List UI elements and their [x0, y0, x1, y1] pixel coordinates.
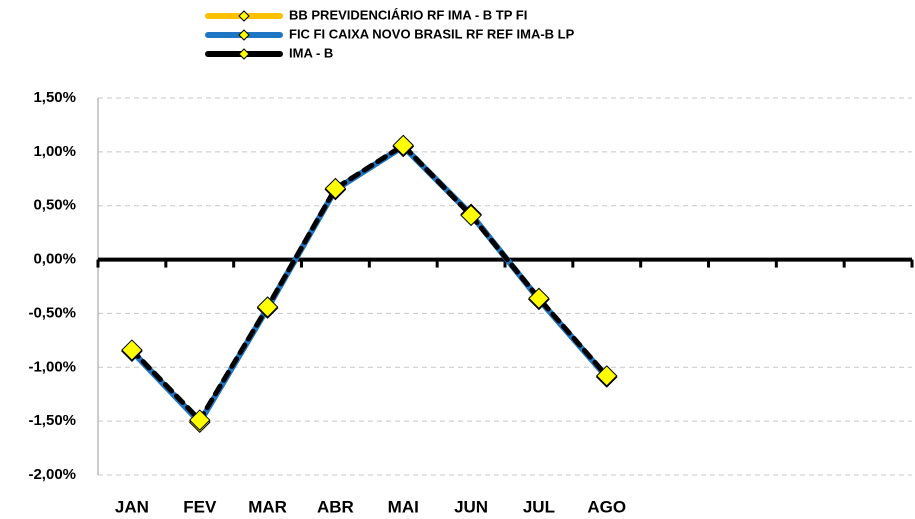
x-tick-label: AGO	[587, 497, 626, 516]
legend-label: FIC FI CAIXA NOVO BRASIL RF REF IMA-B LP	[289, 26, 575, 41]
series-line	[128, 143, 610, 426]
y-tick-label: -0,50%	[28, 304, 76, 321]
series-line	[130, 144, 609, 424]
legend-marker	[238, 10, 250, 22]
marker	[528, 287, 550, 310]
x-tick-label: JUL	[523, 497, 555, 516]
y-tick-label: -2,00%	[28, 466, 76, 483]
legend-marker	[238, 48, 250, 60]
y-tick-label: -1,00%	[28, 358, 76, 375]
x-tick-label: MAI	[388, 497, 419, 516]
x-tick-label: JAN	[115, 497, 149, 516]
marker	[256, 296, 279, 318]
legend-marker	[238, 29, 250, 41]
marker	[324, 177, 347, 200]
legend-label: BB PREVIDENCIÁRIO RF IMA - B TP FI	[289, 7, 527, 22]
marker	[392, 134, 414, 157]
legend-label: IMA - B	[289, 45, 333, 60]
marker	[189, 409, 211, 431]
marker	[121, 339, 143, 361]
marker	[460, 204, 482, 227]
y-tick-label: 0,50%	[33, 197, 76, 214]
y-tick-label: 1,50%	[33, 89, 76, 106]
series-line	[129, 142, 610, 423]
x-tick-label: JUN	[454, 497, 488, 516]
x-tick-label: FEV	[183, 497, 217, 516]
y-tick-label: -1,50%	[28, 412, 76, 429]
x-tick-label: ABR	[317, 497, 354, 516]
y-tick-label: 1,00%	[33, 143, 76, 160]
marker	[596, 365, 618, 387]
y-tick-label: 0,00%	[33, 251, 76, 268]
x-tick-label: MAR	[248, 497, 287, 516]
